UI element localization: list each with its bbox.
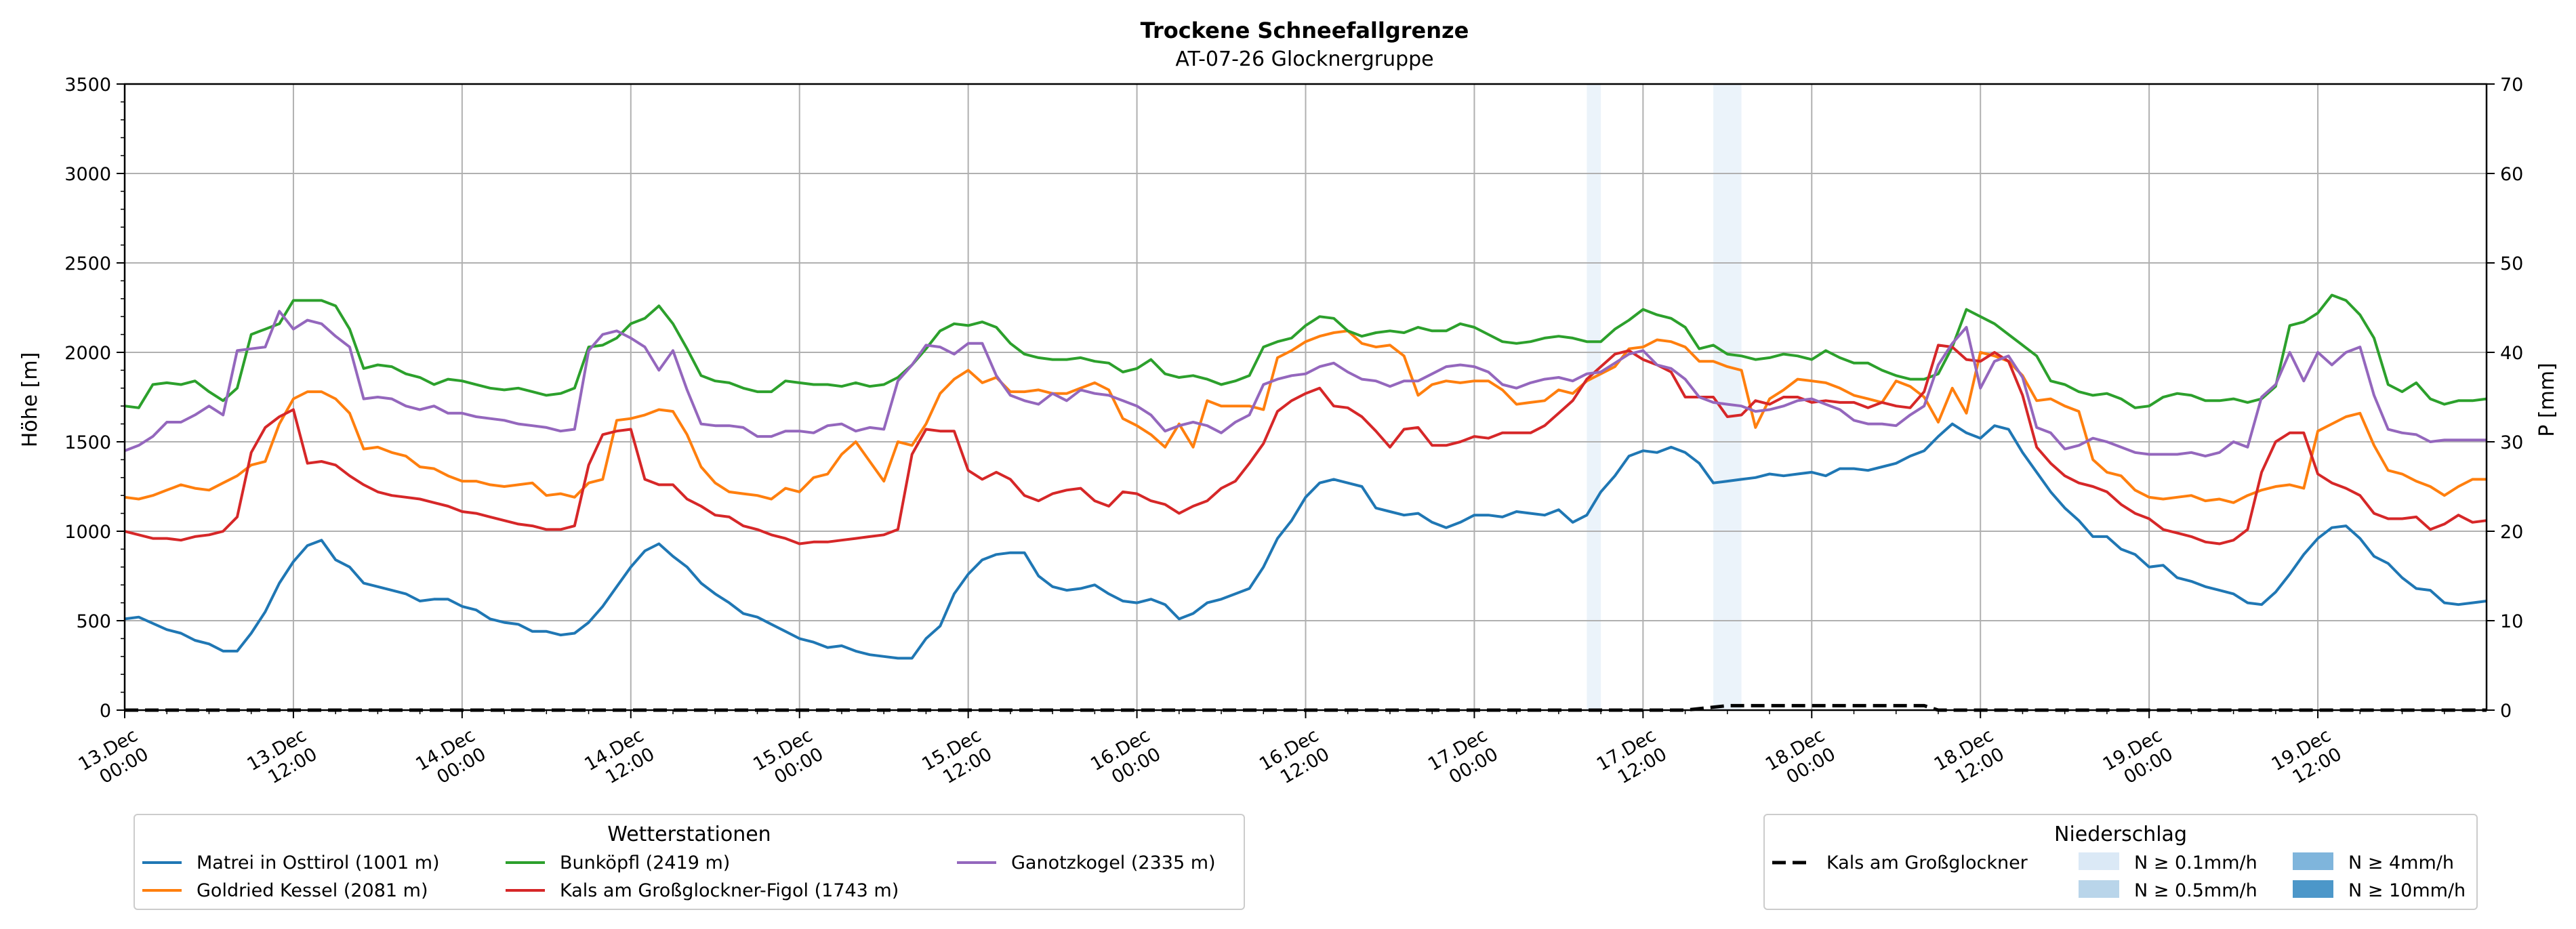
- chart-subtitle: AT-07-26 Glocknergruppe: [1175, 47, 1433, 71]
- legend-precip-level-swatch-2: [2293, 852, 2333, 870]
- y-tick-label-0: 0: [100, 701, 111, 722]
- precip-band-0: [1587, 84, 1601, 710]
- legend-precip-line-label: Kals am Großglockner: [1826, 852, 2028, 873]
- legend-stations-title: Wetterstationen: [607, 823, 771, 846]
- y2-tick-label-2: 20: [2500, 522, 2523, 543]
- legend-precip-title: Niederschlag: [2054, 823, 2187, 846]
- y2-tick-label-0: 0: [2500, 701, 2512, 722]
- legend-precip-level-label-1: N ≥ 0.5mm/h: [2134, 880, 2257, 901]
- y-tick-label-3: 1500: [64, 432, 111, 453]
- y-tick-label-7: 3500: [64, 75, 111, 96]
- y-tick-label-4: 2000: [64, 343, 111, 364]
- y-tick-label-2: 1000: [64, 522, 111, 543]
- legend-station-label-3: Kals am Großglockner-Figol (1743 m): [560, 880, 899, 901]
- y-tick-label-6: 3000: [64, 164, 111, 185]
- y-tick-label-1: 500: [76, 611, 111, 632]
- series-line-0: [124, 422, 2487, 660]
- legend-station-label-1: Goldried Kessel (2081 m): [197, 880, 428, 901]
- precip-band-1: [1713, 84, 1742, 710]
- legend-station-label-0: Matrei in Osttirol (1001 m): [197, 852, 440, 873]
- y2-axis-label: P [mm]: [2535, 363, 2559, 436]
- y2-tick-label-6: 60: [2500, 164, 2523, 185]
- y2-tick-label-1: 10: [2500, 611, 2523, 632]
- legend-stations: Wetterstationen Matrei in Osttirol (1001 …: [134, 814, 1245, 910]
- legend-precip-level-label-3: N ≥ 10mm/h: [2348, 880, 2466, 901]
- legend-precip-level-swatch-3: [2293, 880, 2333, 898]
- y-axis-label: Höhe [m]: [18, 352, 42, 448]
- precip-bands: [1587, 84, 1742, 710]
- legend-precip-level-swatch-0: [2079, 852, 2119, 870]
- y-tick-label-5: 2500: [64, 253, 111, 274]
- legend-precip-level-swatch-1: [2079, 880, 2119, 898]
- y2-tick-label-5: 50: [2500, 253, 2523, 274]
- series-line-3: [124, 344, 2487, 545]
- legend-precip: Niederschlag Kals am Großglockner N ≥ 0.1m…: [1763, 814, 2478, 910]
- y2-tick-label-7: 70: [2500, 75, 2523, 96]
- series-line-1: [124, 329, 2487, 504]
- chart-title: Trockene Schneefallgrenze: [1141, 18, 1469, 43]
- legend-precip-level-label-0: N ≥ 0.1mm/h: [2134, 852, 2257, 873]
- legend-precip-level-label-2: N ≥ 4mm/h: [2348, 852, 2454, 873]
- series-line-2: [124, 293, 2487, 409]
- legend-station-label-4: Ganotzkogel (2335 m): [1011, 852, 1216, 873]
- y2-tick-label-3: 30: [2500, 432, 2523, 453]
- legend-station-label-2: Bunköpfl (2419 m): [560, 852, 730, 873]
- series-line-4: [124, 310, 2487, 458]
- legend-stations-box: [134, 814, 1245, 910]
- y2-tick-label-4: 40: [2500, 343, 2523, 364]
